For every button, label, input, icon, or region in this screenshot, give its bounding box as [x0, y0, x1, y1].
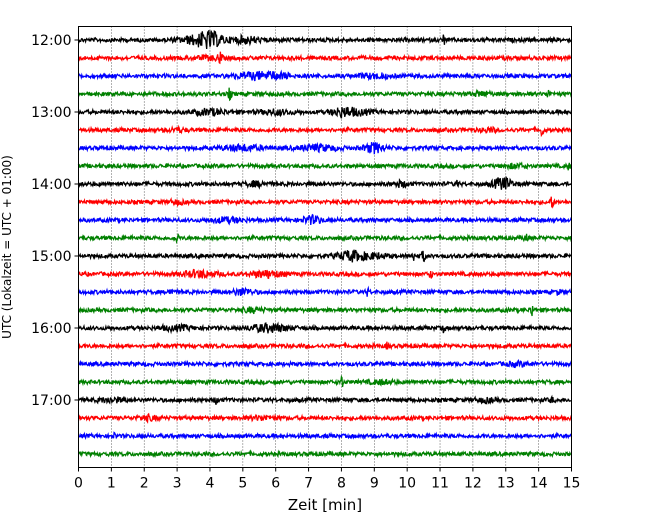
y-tick-label: 12:00: [31, 33, 71, 49]
x-axis: 0 1 2 3 4 5 6 7 8 9 10 11 12 13 14 15: [74, 467, 581, 492]
y-tick-label: 13:00: [31, 105, 71, 121]
plot-frame: [78, 26, 572, 468]
seismic-trace: [77, 69, 573, 82]
x-tick-label: 7: [304, 476, 313, 492]
x-tick-label: 12: [464, 476, 482, 492]
x-tick-label: 13: [497, 476, 515, 492]
seismic-trace: [77, 374, 573, 388]
x-tick-label: 9: [370, 476, 379, 492]
seismic-trace: [77, 51, 573, 65]
y-tick-label: 17:00: [31, 393, 71, 409]
x-tick-label: 11: [431, 476, 449, 492]
seismic-trace: [77, 161, 572, 171]
x-tick-label: 1: [107, 476, 116, 492]
seismic-trace: [77, 267, 572, 280]
x-tick-label: 15: [563, 476, 581, 492]
seismic-trace: [77, 106, 573, 119]
y-axis-label: UTC (Lokalzeit = UTC + 01:00): [0, 155, 14, 339]
y-tick-label: 15:00: [31, 249, 71, 265]
seismic-trace: [77, 431, 573, 441]
x-tick-label: 6: [271, 476, 280, 492]
x-tick-label: 8: [337, 476, 346, 492]
seismic-trace: [77, 196, 573, 209]
seismic-trace: [78, 249, 572, 263]
seismic-trace: [77, 305, 572, 317]
x-tick-label: 3: [173, 476, 182, 492]
y-tick-label: 16:00: [31, 321, 71, 337]
seismic-trace: [77, 30, 573, 50]
x-tick-label: 14: [530, 476, 548, 492]
seismic-trace: [77, 87, 573, 102]
x-tick-label: 0: [74, 476, 83, 492]
seismic-trace: [78, 358, 573, 369]
seismic-trace: [77, 141, 572, 155]
seismic-trace: [78, 412, 573, 424]
x-tick-label: 5: [238, 476, 247, 492]
seismic-trace: [77, 321, 573, 335]
x-axis-label: Zeit [min]: [288, 496, 362, 514]
seismic-trace: [78, 449, 573, 459]
seismic-trace: [77, 232, 573, 245]
trace-group: [77, 30, 573, 459]
seismic-trace: [77, 124, 572, 138]
y-axis: 12:00 13:00 14:00 15:00 16:00 17:00: [31, 33, 79, 409]
seismic-trace: [77, 341, 572, 351]
x-tick-label: 10: [398, 476, 416, 492]
y-tick-label: 14:00: [31, 177, 71, 193]
seismic-trace: [77, 285, 572, 297]
seismic-trace: [77, 175, 572, 190]
seismic-trace: [77, 213, 573, 226]
seismic-trace: [78, 394, 572, 406]
x-tick-label: 2: [140, 476, 149, 492]
x-tick-label: 4: [206, 476, 215, 492]
